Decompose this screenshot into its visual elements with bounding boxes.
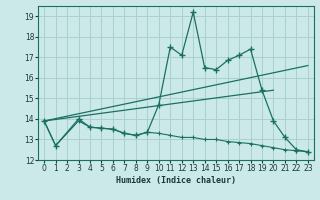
X-axis label: Humidex (Indice chaleur): Humidex (Indice chaleur) bbox=[116, 176, 236, 185]
